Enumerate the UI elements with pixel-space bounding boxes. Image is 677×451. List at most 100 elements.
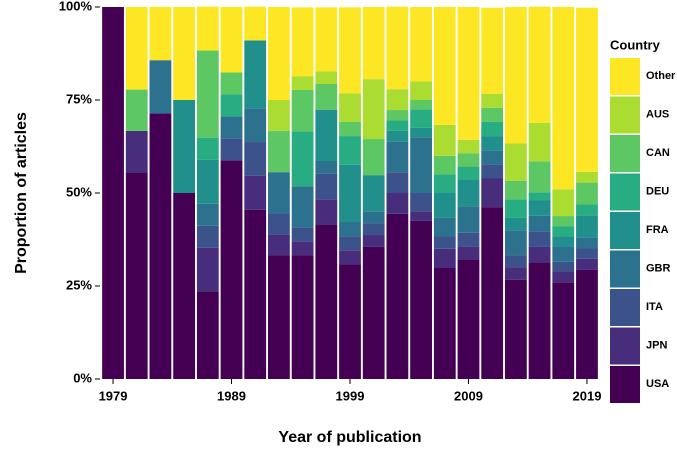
bar-segment — [504, 143, 527, 181]
bar-segment — [386, 213, 409, 379]
bar-segment — [552, 216, 575, 227]
bar-segment — [528, 192, 551, 201]
bar-segment — [576, 182, 598, 205]
legend-label: GBR — [646, 263, 671, 275]
bar-segment — [410, 109, 432, 128]
bar-segment — [481, 107, 504, 122]
bar-segment — [125, 7, 148, 90]
bar-segment — [339, 136, 361, 165]
bar-segment — [386, 141, 409, 173]
bar-segment — [504, 255, 527, 268]
bar-segment — [291, 76, 314, 90]
bar-segment — [196, 137, 219, 160]
bar-segment — [433, 217, 456, 237]
bar-segment — [504, 267, 527, 280]
bar-segment — [173, 100, 196, 193]
bar-segment — [386, 120, 409, 131]
bar-segment — [410, 193, 432, 212]
bar-segment — [552, 271, 575, 283]
bar-segment — [386, 110, 409, 121]
bar-segment — [576, 248, 598, 259]
bar-segment — [173, 7, 196, 100]
bar-segment — [457, 139, 480, 154]
bar-segment — [149, 60, 172, 114]
x-tick-label: 1979 — [99, 388, 128, 403]
bar-segment — [552, 282, 575, 379]
bar-segment — [291, 7, 314, 77]
bar-segment — [552, 246, 575, 262]
bar-segment — [528, 200, 551, 216]
bar-segment — [528, 161, 551, 193]
legend-swatch — [610, 96, 640, 134]
bar-segment — [339, 93, 361, 122]
bar-segment — [457, 153, 480, 167]
bar-segment — [339, 222, 361, 237]
bar-segment — [339, 121, 361, 137]
bar-segment — [244, 108, 267, 143]
bar-segment — [433, 7, 456, 125]
bar-segment — [315, 7, 338, 72]
bar-segment — [433, 193, 456, 218]
bar-segment — [457, 246, 480, 260]
bar-segment — [268, 172, 290, 214]
bar-segment — [576, 204, 598, 216]
bar-segment — [552, 236, 575, 247]
x-tick-label: 1989 — [217, 388, 246, 403]
bar-segment — [244, 175, 267, 210]
bar-segment — [576, 269, 598, 379]
bar-segment — [504, 230, 527, 256]
bar-segment — [481, 136, 504, 151]
bar-segment — [339, 250, 361, 265]
bar-segment — [481, 207, 504, 379]
bar-segment — [173, 193, 196, 379]
bar-segment — [362, 175, 385, 212]
bar-segment — [504, 180, 527, 200]
bar-segment — [528, 231, 551, 247]
bar-segment — [291, 227, 314, 242]
bar-segment — [268, 213, 290, 235]
bar-segment — [220, 72, 243, 95]
bar-segment — [528, 246, 551, 263]
x-tick-label: 1999 — [336, 388, 365, 403]
legend-swatch — [610, 212, 640, 249]
bar-segment — [410, 220, 432, 379]
bar-segment — [552, 189, 575, 217]
bar-segment — [196, 225, 219, 248]
bar-segment — [552, 226, 575, 237]
bar-segment — [457, 166, 480, 180]
bar-segment — [362, 235, 385, 247]
bar-segment — [196, 291, 219, 379]
legend-swatch — [610, 366, 640, 403]
bar-segment — [244, 6, 267, 41]
bar-segment — [552, 261, 575, 272]
bar-segment — [268, 255, 290, 379]
bar-segment — [125, 130, 148, 173]
bar-segment — [291, 186, 314, 228]
x-tick-label: 2019 — [573, 388, 602, 403]
bar-segment — [196, 159, 219, 204]
legend-swatch — [610, 173, 640, 211]
bar-segment — [220, 160, 243, 379]
legend-swatch — [610, 327, 640, 365]
bar-segment — [576, 171, 598, 183]
bar-segment — [457, 179, 480, 207]
bar-segment — [268, 7, 290, 100]
bar-segment — [149, 7, 172, 61]
bar-segment — [339, 7, 361, 94]
bar-segment — [481, 164, 504, 179]
bar-segment — [362, 139, 385, 176]
bar-segment — [504, 7, 527, 144]
bar-segment — [291, 255, 314, 379]
bar-segment — [315, 173, 338, 200]
bar-segment — [125, 172, 148, 379]
bar-segment — [433, 267, 456, 379]
bar-segment — [291, 89, 314, 132]
bar-segment — [410, 7, 432, 82]
bar-segment — [102, 7, 124, 379]
legend-label: USA — [646, 378, 669, 390]
y-tick-label: 0% — [73, 370, 92, 385]
legend-swatch — [610, 289, 640, 326]
legend-label: AUS — [646, 109, 669, 121]
bar-segment — [196, 203, 219, 226]
bar-segment — [528, 6, 551, 123]
